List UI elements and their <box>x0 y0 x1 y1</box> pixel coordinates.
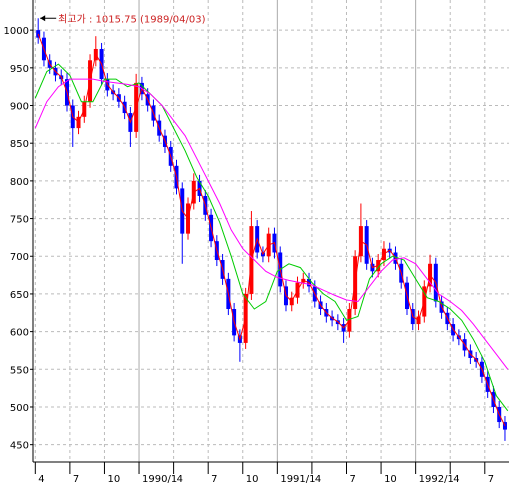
x-tick-label: 4 <box>453 474 459 485</box>
x-tick-label: 7 <box>211 474 217 485</box>
x-tick-label: 1992/1 <box>419 474 454 485</box>
x-tick-label: 4 <box>315 474 321 485</box>
x-tick-label: 4 <box>38 474 44 485</box>
x-tick-label: 10 <box>246 474 259 485</box>
y-tick-label: 900 <box>10 102 29 113</box>
candle-body <box>502 422 507 430</box>
moving-average-line <box>34 63 509 412</box>
x-tick-label: 1990/1 <box>142 474 177 485</box>
y-tick-label: 450 <box>10 441 29 452</box>
x-tick-label: 4 <box>177 474 183 485</box>
x-tick-label: 1991/1 <box>280 474 315 485</box>
y-tick-label: 950 <box>10 64 29 75</box>
moving-average-line <box>37 33 506 427</box>
annotation: 최고가 : 1015.75 (1989/04/03) <box>58 13 205 25</box>
y-tick-label: 500 <box>10 403 29 414</box>
x-tick-label: 7 <box>349 474 355 485</box>
x-tick-label: 10 <box>107 474 120 485</box>
y-tick-label: 850 <box>10 139 29 150</box>
y-tick-label: 550 <box>10 365 29 376</box>
y-tick-label: 650 <box>10 290 29 301</box>
x-tick-label: 10 <box>384 474 397 485</box>
y-tick-label: 750 <box>10 215 29 226</box>
y-tick-label: 600 <box>10 328 29 339</box>
x-tick-label: 7 <box>73 474 79 485</box>
moving-average-line <box>34 78 509 370</box>
y-tick-label: 700 <box>10 252 29 263</box>
y-tick-label: 1000 <box>4 26 29 37</box>
annotation-arrowhead <box>40 15 46 22</box>
x-tick-label: 7 <box>488 474 494 485</box>
y-tick-label: 800 <box>10 177 29 188</box>
